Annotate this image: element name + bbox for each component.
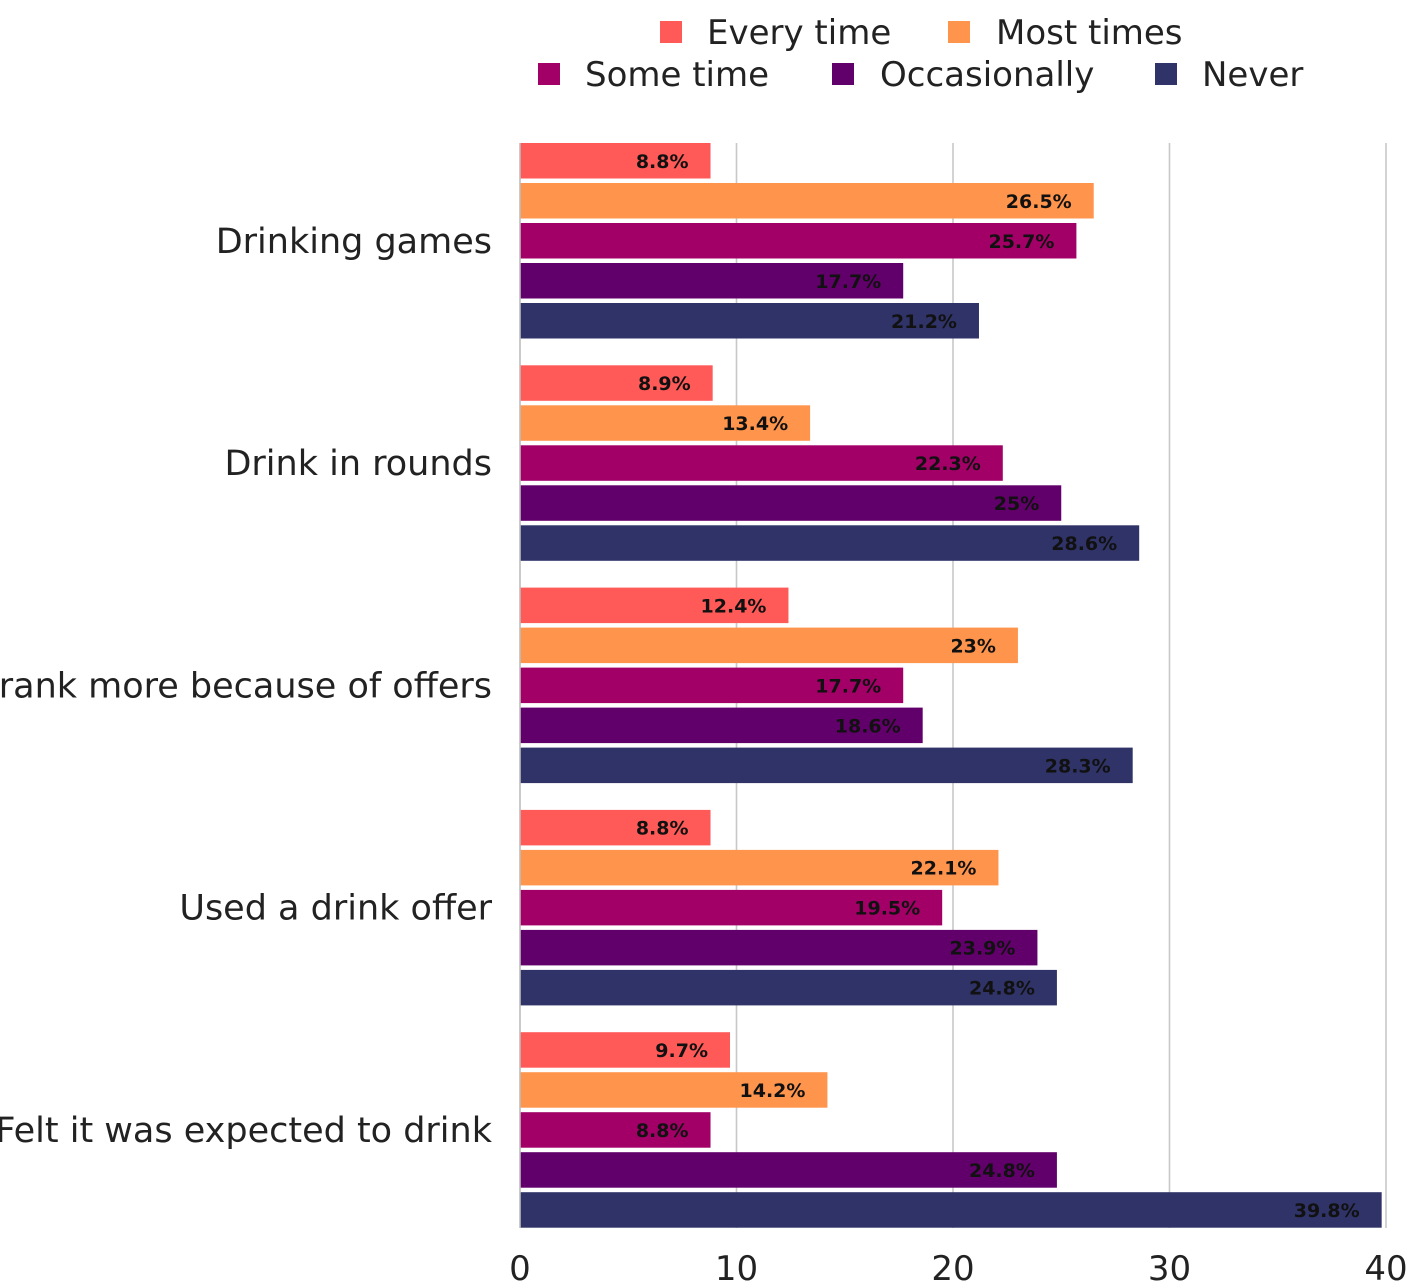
data-label: 39.8% [1294, 1200, 1360, 1222]
legend-label: Every time [707, 13, 891, 53]
bar [520, 525, 1140, 561]
data-label: 8.8% [636, 1120, 689, 1142]
data-label: 23.9% [950, 938, 1016, 960]
bar [520, 1152, 1057, 1188]
category-label: Drank more because of offers [0, 666, 492, 706]
category-label: Felt it was expected to drink [0, 1111, 493, 1151]
bar [520, 405, 811, 441]
bar [520, 667, 904, 704]
data-label: 22.1% [911, 858, 977, 880]
legend-label: Never [1202, 55, 1303, 95]
axis-layer: 0 10 20 30 40 Drinking games Drink in rounds Dr… [0, 143, 1408, 1288]
data-label: 24.8% [969, 978, 1035, 1000]
data-label: 25% [994, 493, 1039, 515]
legend-swatch [1155, 63, 1177, 85]
bar [520, 1112, 711, 1148]
bar [520, 263, 904, 299]
bar [520, 445, 1003, 481]
data-label: 8.9% [638, 373, 691, 395]
bar [520, 849, 999, 886]
legend-swatch [832, 63, 854, 85]
data-label: 24.8% [969, 1160, 1035, 1182]
legend-label: Some time [585, 55, 769, 95]
bar [520, 1192, 1382, 1228]
legend-label: Occasionally [880, 55, 1094, 95]
data-label: 9.7% [655, 1040, 708, 1062]
bar [520, 365, 713, 401]
data-label: 18.6% [835, 715, 901, 737]
bar [520, 747, 1133, 784]
data-label: 19.5% [854, 898, 920, 920]
bar [520, 485, 1062, 521]
data-label: 12.4% [701, 595, 767, 617]
data-label: 8.8% [636, 151, 689, 173]
data-label: 21.2% [891, 311, 957, 333]
data-label: 26.5% [1006, 191, 1072, 213]
data-label: 28.3% [1045, 755, 1111, 777]
bar [520, 1032, 731, 1068]
x-tick-label: 0 [509, 1249, 531, 1284]
data-label: 23% [950, 635, 995, 657]
bar [520, 707, 923, 744]
bar [520, 929, 1038, 966]
legend-swatch [660, 21, 682, 43]
bar [520, 183, 1094, 219]
data-label: 17.7% [815, 271, 881, 293]
legend-swatch [948, 21, 970, 43]
bar [520, 627, 1018, 664]
bar [520, 223, 1077, 259]
category-label: Used a drink offer [179, 889, 492, 929]
x-tick-label: 10 [715, 1249, 758, 1284]
x-tick-label: 20 [931, 1249, 974, 1284]
bar [520, 303, 979, 339]
x-tick-label: 40 [1364, 1249, 1407, 1284]
data-label: 8.8% [636, 818, 689, 840]
category-label: Drinking games [216, 222, 492, 262]
data-label: 17.7% [815, 675, 881, 697]
data-label: 22.3% [915, 453, 981, 475]
legend-label: Most times [996, 13, 1183, 53]
x-tick-label: 30 [1148, 1249, 1191, 1284]
bar [520, 809, 711, 846]
bar [520, 969, 1057, 1006]
legend: Every time Most times Some time Occasionall… [538, 13, 1303, 95]
bar [520, 587, 789, 624]
bar [520, 143, 711, 179]
bar [520, 889, 943, 926]
data-label: 28.6% [1051, 533, 1117, 555]
data-label: 14.2% [740, 1080, 806, 1102]
category-label: Drink in rounds [224, 444, 492, 484]
legend-swatch [538, 63, 560, 85]
bars-layer: 8.8% 26.5% 25.7% 17.7% 21.2% 8.9% 13.4% 22.3% 25… [520, 143, 1382, 1228]
bar [520, 1072, 828, 1108]
data-label: 25.7% [988, 231, 1054, 253]
data-label: 13.4% [722, 413, 788, 435]
